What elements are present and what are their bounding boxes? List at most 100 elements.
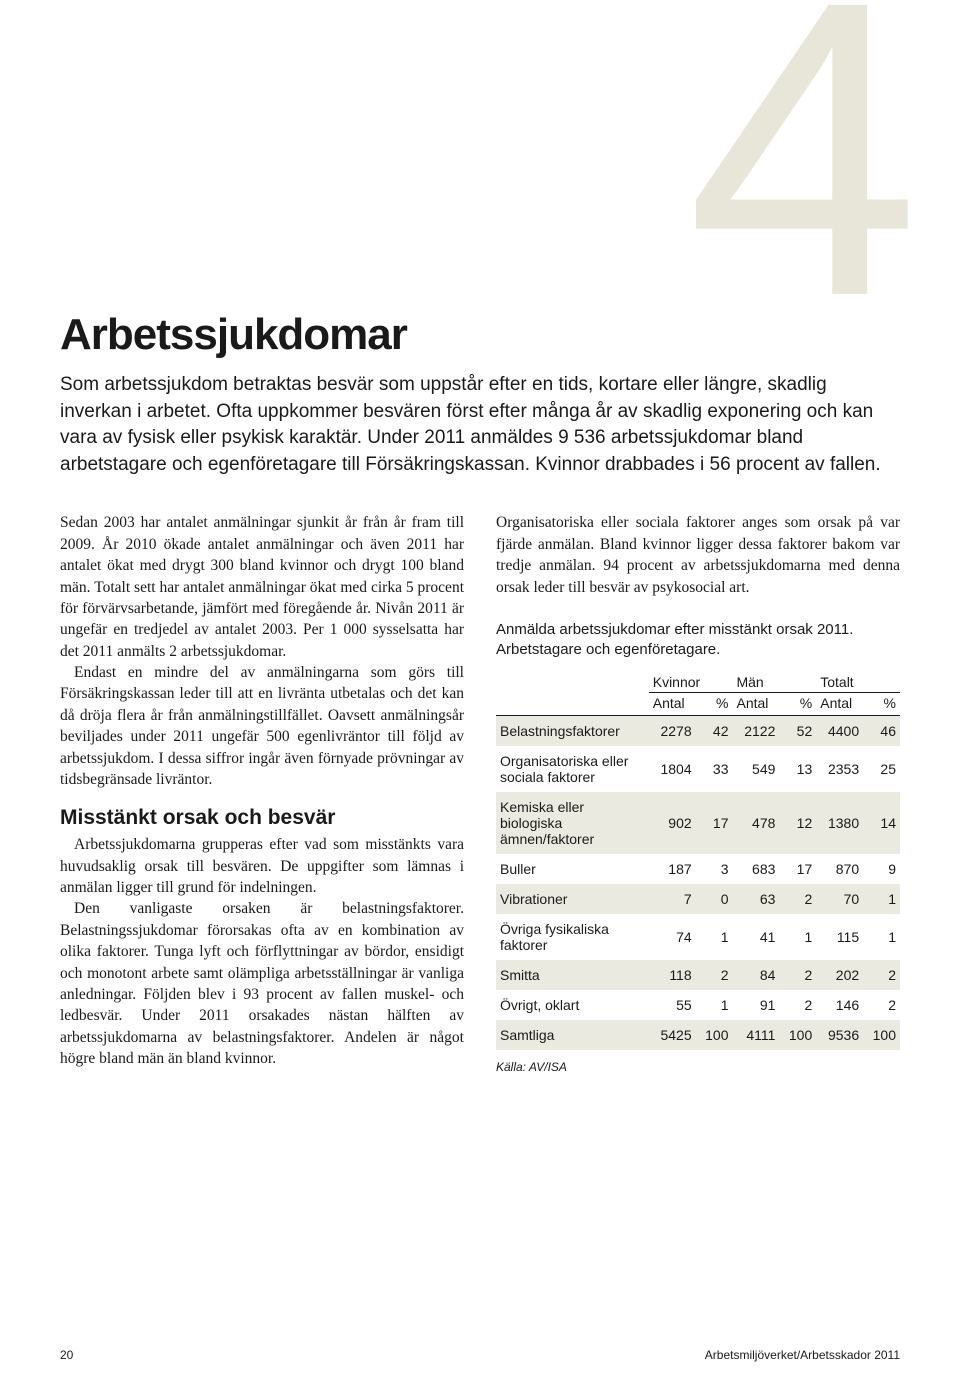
table-header-group: Män: [732, 670, 816, 693]
table-cell: 1380: [816, 792, 863, 854]
table-cell: 41: [732, 914, 779, 960]
table-row: Buller1873683178709: [496, 854, 900, 884]
table-cell: 100: [696, 1020, 733, 1050]
table-cell: 84: [732, 960, 779, 990]
table-subheader: %: [779, 693, 816, 716]
table-cell: 55: [649, 990, 696, 1020]
table-cell: 2122: [732, 716, 779, 747]
table-cell-label: Kemiska eller biologiska ämnen/faktorer: [496, 792, 649, 854]
intro-paragraph: Som arbetssjukdom betraktas besvär som u…: [60, 372, 900, 478]
table-cell: 1: [863, 914, 900, 960]
table-cell: 478: [732, 792, 779, 854]
table-cell-label: Vibrationer: [496, 884, 649, 914]
table-subheader: %: [863, 693, 900, 716]
table-cell-label: Övriga fysikaliska faktorer: [496, 914, 649, 960]
table-cell: 46: [863, 716, 900, 747]
table-cell: 100: [863, 1020, 900, 1050]
table-header-group: Totalt: [816, 670, 900, 693]
two-column-layout: Sedan 2003 har antalet anmälningar sjunk…: [60, 512, 900, 1074]
page-footer: 20 Arbetsmiljöverket/Arbetsskador 2011: [60, 1348, 900, 1362]
left-column: Sedan 2003 har antalet anmälningar sjunk…: [60, 512, 464, 1074]
body-paragraph: Den vanligaste orsaken är belastningsfak…: [60, 898, 464, 1069]
table-cell-label: Övrigt, oklart: [496, 990, 649, 1020]
table-row: Övrigt, oklart5519121462: [496, 990, 900, 1020]
table-cell: 187: [649, 854, 696, 884]
table-cell-label: Buller: [496, 854, 649, 884]
table-subheader-blank: [496, 693, 649, 716]
right-column: Organisatoriska eller sociala faktorer a…: [496, 512, 900, 1074]
table-source: Källa: AV/ISA: [496, 1060, 900, 1074]
table-cell: 12: [779, 792, 816, 854]
table-cell: 100: [779, 1020, 816, 1050]
table-cell: 17: [779, 854, 816, 884]
table-subheader: %: [696, 693, 733, 716]
table-cell: 2353: [816, 746, 863, 792]
table-cell: 870: [816, 854, 863, 884]
table-row: Övriga fysikaliska faktorer7414111151: [496, 914, 900, 960]
table-cell: 1: [696, 914, 733, 960]
table-cell: 9: [863, 854, 900, 884]
table-cell: 902: [649, 792, 696, 854]
body-paragraph: Arbetssjukdomarna grupperas efter vad so…: [60, 834, 464, 898]
table-cell: 42: [696, 716, 733, 747]
body-paragraph: Sedan 2003 har antalet anmälningar sjunk…: [60, 512, 464, 662]
table-row: Samtliga542510041111009536100: [496, 1020, 900, 1050]
table-row: Kemiska eller biologiska ämnen/faktorer9…: [496, 792, 900, 854]
table-cell: 202: [816, 960, 863, 990]
body-paragraph: Endast en mindre del av anmälningarna so…: [60, 662, 464, 790]
table-cell: 25: [863, 746, 900, 792]
table-cell: 4400: [816, 716, 863, 747]
table-cell-label: Smitta: [496, 960, 649, 990]
table-cell: 2: [863, 960, 900, 990]
table-cell: 2: [779, 884, 816, 914]
table-cell: 2: [863, 990, 900, 1020]
table-header-blank: [496, 670, 649, 693]
table-cell: 91: [732, 990, 779, 1020]
table-cell: 2: [696, 960, 733, 990]
table-cell: 0: [696, 884, 733, 914]
table-cell: 1: [863, 884, 900, 914]
table-cell: 14: [863, 792, 900, 854]
table-cell: 9536: [816, 1020, 863, 1050]
table-cell-label: Samtliga: [496, 1020, 649, 1050]
table-cell: 2278: [649, 716, 696, 747]
table-cell: 17: [696, 792, 733, 854]
table-cell: 33: [696, 746, 733, 792]
table-cell: 70: [816, 884, 863, 914]
table-cell: 1: [779, 914, 816, 960]
table-cell: 2: [779, 960, 816, 990]
table-cell: 52: [779, 716, 816, 747]
table-cell: 1804: [649, 746, 696, 792]
page-title: Arbetssjukdomar: [60, 310, 900, 360]
page-content: Arbetssjukdomar Som arbetssjukdom betrak…: [0, 0, 960, 1114]
table-cell: 7: [649, 884, 696, 914]
table-header-group: Kvinnor: [649, 670, 733, 693]
table-cell: 1: [696, 990, 733, 1020]
table-cell: 74: [649, 914, 696, 960]
publication-name: Arbetsmiljöverket/Arbetsskador 2011: [705, 1348, 900, 1362]
table-cell: 5425: [649, 1020, 696, 1050]
table-subheader: Antal: [816, 693, 863, 716]
data-table: Kvinnor Män Totalt Antal % Antal % Antal…: [496, 670, 900, 1050]
table-cell-label: Organisatoriska eller sociala faktorer: [496, 746, 649, 792]
table-cell: 115: [816, 914, 863, 960]
table-caption: Anmälda arbetssjukdomar efter misstänkt …: [496, 620, 900, 661]
table-row: Vibrationer70632701: [496, 884, 900, 914]
table-row: Organisatoriska eller sociala faktorer18…: [496, 746, 900, 792]
table-cell: 4111: [732, 1020, 779, 1050]
table-cell: 3: [696, 854, 733, 884]
table-row: Smitta11828422022: [496, 960, 900, 990]
table-subheader: Antal: [649, 693, 696, 716]
section-heading: Misstänkt orsak och besvär: [60, 806, 464, 830]
body-paragraph: Organisatoriska eller sociala faktorer a…: [496, 512, 900, 598]
table-cell: 2: [779, 990, 816, 1020]
table-cell-label: Belastningsfaktorer: [496, 716, 649, 747]
table-cell: 683: [732, 854, 779, 884]
table-row: Belastningsfaktorer227842212252440046: [496, 716, 900, 747]
table-cell: 63: [732, 884, 779, 914]
table-subheader: Antal: [732, 693, 779, 716]
table-cell: 549: [732, 746, 779, 792]
table-cell: 118: [649, 960, 696, 990]
table-cell: 146: [816, 990, 863, 1020]
page-number: 20: [60, 1348, 73, 1362]
